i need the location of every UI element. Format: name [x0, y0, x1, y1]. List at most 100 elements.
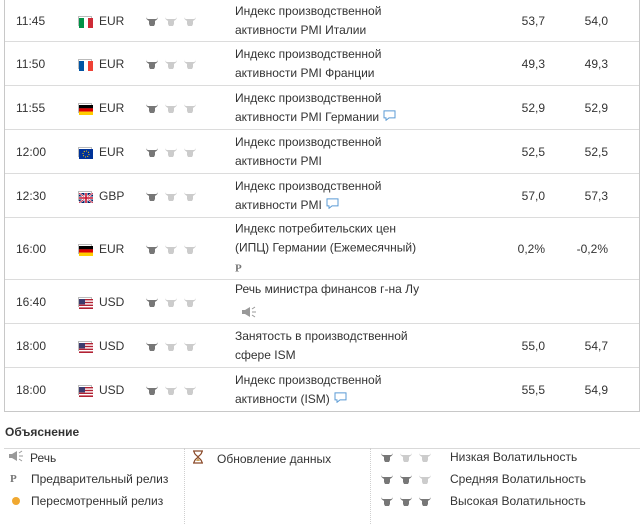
bull-icon — [380, 451, 394, 463]
legend-preliminary: P Предварительный релиз — [10, 472, 168, 486]
speaker-icon — [8, 450, 26, 465]
event-currency: EUR — [99, 241, 125, 256]
volatility-indicator — [145, 368, 205, 411]
event-name[interactable]: Занятость в производственной сфере ISM — [235, 327, 465, 365]
event-currency: GBP — [99, 188, 125, 203]
bull-icon — [418, 451, 432, 463]
bull-icon — [164, 58, 178, 70]
bull-icon — [145, 296, 159, 308]
country-flag-icon — [78, 130, 94, 173]
table-row[interactable]: 16:40 USD Речь министра финансов г-на Лу — [5, 280, 639, 324]
bull-icon — [164, 243, 178, 255]
forecast-value: 49,3 — [584, 56, 608, 71]
bull-icon — [164, 340, 178, 352]
actual-value: 49,3 — [521, 56, 545, 71]
legend-title: Объяснение — [5, 425, 80, 439]
forecast-value: -0,2% — [576, 241, 608, 256]
country-flag-icon — [78, 218, 94, 279]
volatility-indicator — [145, 42, 205, 85]
country-flag-icon — [78, 86, 94, 129]
event-name[interactable]: Индекс производственной активности PMI Фр… — [235, 45, 465, 83]
legend: Объяснение Речь P Предварительный релиз … — [0, 408, 644, 524]
bull-icon — [399, 451, 413, 463]
low-volatility-icon — [380, 451, 432, 463]
actual-value: 52,5 — [521, 144, 545, 159]
event-time: 12:30 — [16, 188, 47, 203]
legend-divider — [4, 448, 640, 449]
actual-value: 57,0 — [521, 188, 545, 203]
comment-icon[interactable] — [326, 196, 339, 215]
table-row[interactable]: 12:00 EUR Индекс производственной активност… — [5, 130, 639, 174]
table-row[interactable]: 12:30 GBP Индекс производственной активност… — [5, 174, 639, 218]
event-name-line2: (ИПЦ) Германии (Ежемесячный) — [235, 240, 417, 254]
legend-preliminary-label: Предварительный релиз — [31, 472, 169, 486]
table-row[interactable]: 11:45 EUR Индекс производственной активност… — [5, 0, 639, 42]
event-currency: USD — [99, 382, 125, 397]
forecast-value — [553, 280, 608, 323]
bull-icon — [164, 102, 178, 114]
event-name-line1: Индекс производственной — [235, 134, 382, 149]
event-name[interactable]: Речь министра финансов г-на Лу — [235, 280, 465, 324]
legend-high-volatility: Высокая Волатильность — [380, 494, 586, 508]
comment-icon[interactable] — [383, 108, 396, 127]
event-name[interactable]: Индекс производственной активности PMI Ге… — [235, 88, 465, 126]
country-flag-icon — [78, 280, 94, 323]
event-name[interactable]: Индекс производственной активности PMI — [235, 176, 465, 214]
hourglass-icon — [192, 450, 204, 467]
country-flag-icon — [78, 42, 94, 85]
table-row[interactable]: 11:55 EUR Индекс производственной активност… — [5, 86, 639, 130]
table-row[interactable]: 16:00 EUR Индекс потребительских цен (ИПЦ) … — [5, 218, 639, 280]
event-name-line1: Речь министра финансов г-на Лу — [235, 281, 420, 296]
bull-icon — [183, 384, 197, 396]
bull-icon — [164, 15, 178, 27]
event-currency: USD — [99, 338, 125, 353]
actual-value: 55,0 — [521, 338, 545, 353]
country-flag-icon — [78, 174, 94, 217]
forecast-value: 54,0 — [584, 13, 608, 28]
volatility-indicator — [145, 86, 205, 129]
mid-volatility-icon — [380, 473, 432, 485]
bull-icon — [183, 102, 197, 114]
legend-mid-volatility-label: Средняя Волатильность — [450, 472, 587, 486]
bull-icon — [399, 473, 413, 485]
event-name[interactable]: Индекс производственной активности (ISM) — [235, 370, 465, 408]
event-name-line1: Индекс производственной — [235, 178, 382, 193]
table-row[interactable]: 18:00 USD Индекс производственной активност… — [5, 368, 639, 411]
event-name-line1: Индекс производственной — [235, 46, 382, 61]
table-row[interactable]: 11:50 EUR Индекс производственной активност… — [5, 42, 639, 86]
table-row[interactable]: 18:00 USD Занятость в производственной сфер… — [5, 324, 639, 368]
event-name[interactable]: Индекс производственной активности PMI — [235, 133, 465, 171]
bull-icon — [183, 340, 197, 352]
bull-icon — [145, 340, 159, 352]
event-name-line1: Индекс производственной — [235, 3, 382, 18]
bull-icon — [145, 384, 159, 396]
bull-icon — [418, 473, 432, 485]
legend-column-divider — [184, 448, 185, 524]
forecast-value: 54,7 — [584, 338, 608, 353]
country-flag-icon — [78, 368, 94, 411]
bull-icon — [164, 190, 178, 202]
country-flag-icon — [78, 0, 94, 41]
revised-dot-icon — [12, 497, 20, 505]
volatility-indicator — [145, 218, 205, 279]
event-name-line1: Индекс производственной — [235, 372, 382, 387]
event-name[interactable]: Индекс потребительских цен (ИПЦ) Германии… — [235, 219, 465, 278]
bull-icon — [164, 384, 178, 396]
event-name[interactable]: Индекс производственной активности PMI Ит… — [235, 2, 465, 40]
speaker-icon — [241, 305, 259, 324]
legend-speech-label: Речь — [30, 450, 57, 465]
event-currency: EUR — [99, 56, 125, 71]
bull-icon — [399, 495, 413, 507]
preliminary-icon: P — [235, 262, 242, 274]
high-volatility-icon — [380, 495, 432, 507]
legend-revised: Пересмотренный релиз — [10, 494, 163, 508]
volatility-indicator — [145, 174, 205, 217]
bull-icon — [418, 495, 432, 507]
bull-icon — [145, 146, 159, 158]
comment-icon[interactable] — [334, 390, 347, 409]
event-name-line1: Индекс потребительских цен — [235, 221, 397, 235]
bull-icon — [145, 190, 159, 202]
legend-low-volatility-label: Низкая Волатильность — [450, 450, 578, 464]
event-time: 12:00 — [16, 144, 47, 159]
event-time: 16:40 — [16, 294, 47, 309]
